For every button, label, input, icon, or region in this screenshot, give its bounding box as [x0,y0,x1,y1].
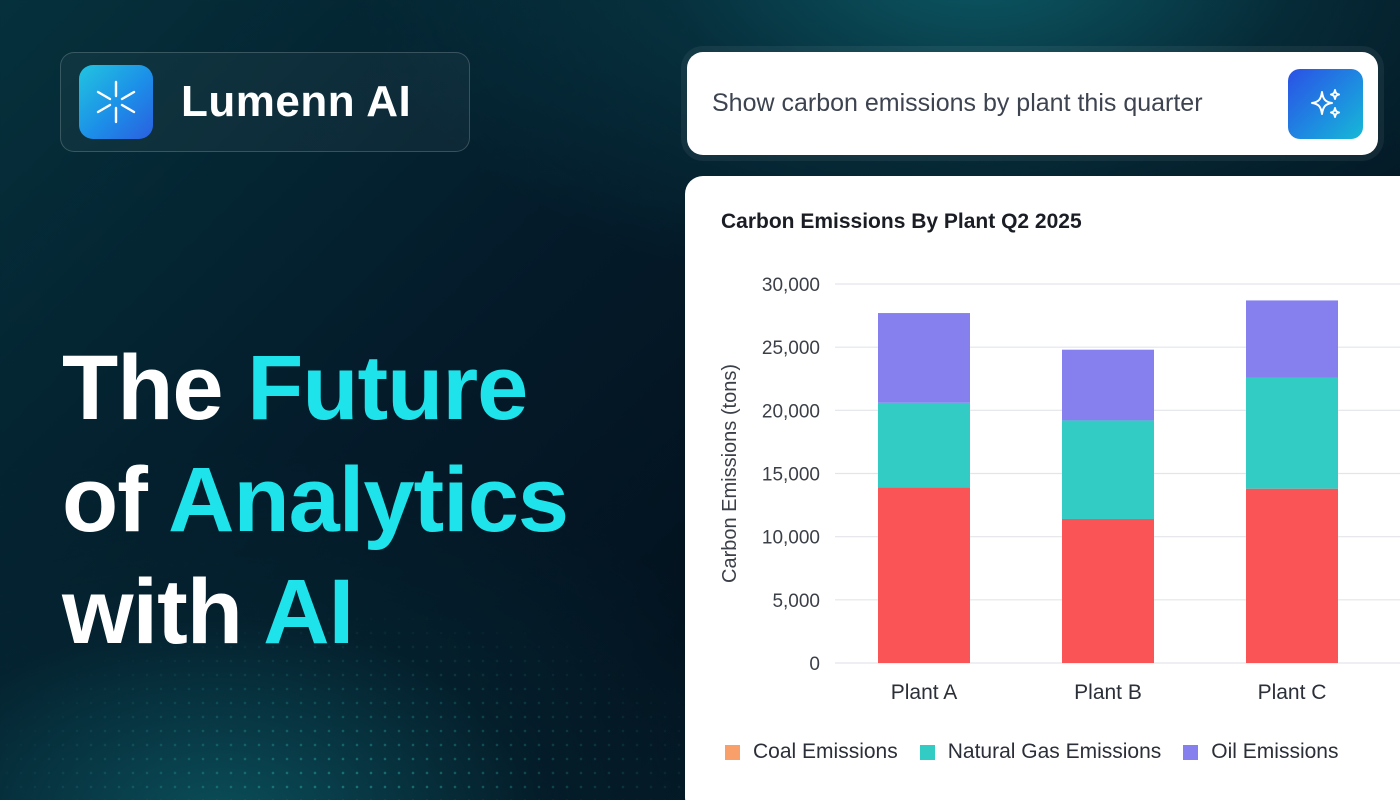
x-tick-label: Plant A [891,681,958,704]
legend-item: Oil Emissions [1183,740,1339,764]
bar-segment-oil-emissions [878,313,970,403]
y-tick-label: 30,000 [762,275,820,296]
search-query[interactable]: Show carbon emissions by plant this quar… [712,89,1203,117]
headline-word: with [62,561,243,663]
chart-card: Carbon Emissions By Plant Q2 2025 30,000… [685,176,1400,800]
bar-segment-coal-emissions [878,487,970,663]
y-tick-label: 0 [809,654,820,675]
sparkles-icon [1310,88,1340,118]
stacked-bar-chart: 30,000 25,000 20,000 15,000 10,000 5,000 0 Carb… [719,275,1400,704]
headline-line-2: of Analytics [62,444,569,556]
headline-word: The [62,337,224,439]
dotted-background-pattern [0,430,720,800]
asterisk-spark-icon [79,65,153,139]
x-tick-label: Plant B [1074,681,1142,704]
chart-legend: Coal Emissions Natural Gas Emissions Oil E… [725,740,1361,764]
legend-swatch [919,744,935,760]
y-tick-label: 20,000 [762,401,820,422]
headline-accent-word: Future [247,337,528,439]
y-axis-label: Carbon Emissions (tons) [719,364,741,583]
bar-segment-coal-emissions [1246,488,1338,663]
y-tick-label: 15,000 [762,465,820,486]
headline-line-3: with AI [62,556,568,668]
headline-line-1: The Future [62,332,568,444]
headline-word: of [62,449,148,551]
legend-swatch [1183,744,1199,760]
legend-label: Oil Emissions [1211,740,1339,763]
brand-badge: Lumenn AI [60,52,470,152]
search-bar[interactable]: Show carbon emissions by plant this quar… [687,52,1378,155]
y-tick-label: 25,000 [762,338,820,359]
bar-segment-oil-emissions [1062,349,1154,421]
legend-label: Natural Gas Emissions [947,740,1162,763]
headline-accent-word: AI [263,561,354,663]
legend-swatch [725,744,740,760]
y-tick-label: 10,000 [762,528,820,549]
bar-segment-coal-emissions [1062,518,1154,663]
bar-segment-natural-gas-emissions [878,402,970,488]
ai-generate-button[interactable] [1288,68,1363,139]
bar-segment-oil-emissions [1246,300,1338,378]
legend-item: Natural Gas Emissions [919,740,1162,764]
headline-accent-word: Analytics [168,449,569,551]
legend-item: Coal Emissions [725,740,898,764]
bar-segment-natural-gas-emissions [1246,377,1338,489]
bar-segment-natural-gas-emissions [1062,420,1154,519]
hero-headline: The Future of Analytics with AI [62,332,569,668]
y-tick-label: 5,000 [772,591,820,612]
chart-title: Carbon Emissions By Plant Q2 2025 [721,210,1082,233]
legend-label: Coal Emissions [753,740,898,763]
brand-name: Lumenn AI [181,77,412,126]
x-tick-label: Plant C [1258,681,1327,704]
